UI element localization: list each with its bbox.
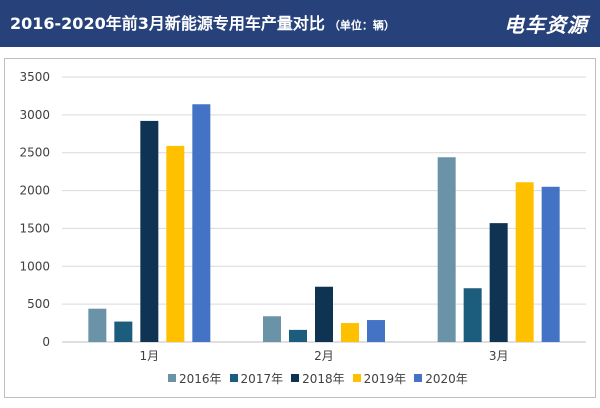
y-tick-label: 3000 bbox=[19, 108, 50, 122]
chart-title: 2016-2020年前3月新能源专用车产量对比 （单位：辆） bbox=[10, 10, 395, 34]
bar-2019年-3月 bbox=[515, 182, 534, 342]
legend-swatch bbox=[168, 374, 176, 382]
legend-label: 2017年 bbox=[240, 371, 284, 386]
x-tick-label: 1月 bbox=[140, 349, 160, 363]
bars bbox=[88, 104, 560, 343]
y-tick-label: 500 bbox=[27, 297, 50, 311]
legend-label: 2020年 bbox=[425, 371, 468, 386]
legend-swatch bbox=[291, 374, 300, 382]
legend-swatch bbox=[229, 374, 238, 382]
bar-2017年-1月 bbox=[114, 321, 133, 342]
legend-label: 2019年 bbox=[363, 371, 407, 386]
legend-item: 2018年 bbox=[291, 370, 345, 387]
bar-2019年-2月 bbox=[341, 323, 359, 342]
y-tick-label: 3500 bbox=[19, 70, 50, 84]
bar-2020年-1月 bbox=[192, 104, 211, 342]
bar-2018年-1月 bbox=[140, 120, 159, 343]
y-tick-label: 1500 bbox=[19, 221, 50, 235]
chart-title-text: 2016-2020年前3月新能源专用车产量对比 bbox=[10, 14, 325, 33]
y-tick-label: 1000 bbox=[19, 259, 50, 273]
y-axis-ticks: 0 500 1000 1500 2000 2500 3000 3500 bbox=[19, 70, 50, 349]
bar-2019年-1月 bbox=[166, 145, 185, 342]
legend-item: 2017年 bbox=[229, 370, 284, 387]
chart-header: 2016-2020年前3月新能源专用车产量对比 （单位：辆） 电车资源 bbox=[0, 0, 600, 47]
y-tick-label: 0 bbox=[42, 335, 50, 349]
x-tick-label: 3月 bbox=[489, 349, 509, 363]
bar-2018年-3月 bbox=[489, 223, 508, 342]
bar-2017年-2月 bbox=[289, 329, 307, 342]
y-tick-label: 2000 bbox=[19, 184, 50, 198]
bar-2016年-2月 bbox=[263, 316, 281, 342]
legend-item: 2016年 bbox=[168, 370, 222, 387]
legend-label: 2016年 bbox=[179, 371, 222, 386]
bar-2017年-3月 bbox=[463, 288, 482, 342]
legend-swatch bbox=[414, 374, 423, 382]
bar-2016年-1月 bbox=[88, 308, 107, 342]
legend-label: 2018年 bbox=[302, 371, 345, 386]
bar-2018年-2月 bbox=[315, 286, 333, 342]
chart-unit-label: （单位：辆） bbox=[328, 19, 395, 32]
legend-item: 2020年 bbox=[414, 370, 468, 387]
x-axis-ticks: 1月 2月 3月 bbox=[140, 349, 509, 363]
brand-logo: 电车资源 bbox=[504, 13, 588, 37]
bar-2020年-2月 bbox=[367, 320, 385, 342]
bar-2016年-3月 bbox=[437, 157, 456, 342]
y-tick-label: 2500 bbox=[19, 146, 50, 160]
legend-swatch bbox=[352, 374, 361, 382]
legend-item: 2019年 bbox=[352, 370, 407, 387]
chart-legend: 2016年 2017年 2018年 2019年 2020年 bbox=[168, 370, 476, 387]
bar-2020年-3月 bbox=[541, 186, 560, 342]
x-tick-label: 2月 bbox=[314, 349, 334, 363]
